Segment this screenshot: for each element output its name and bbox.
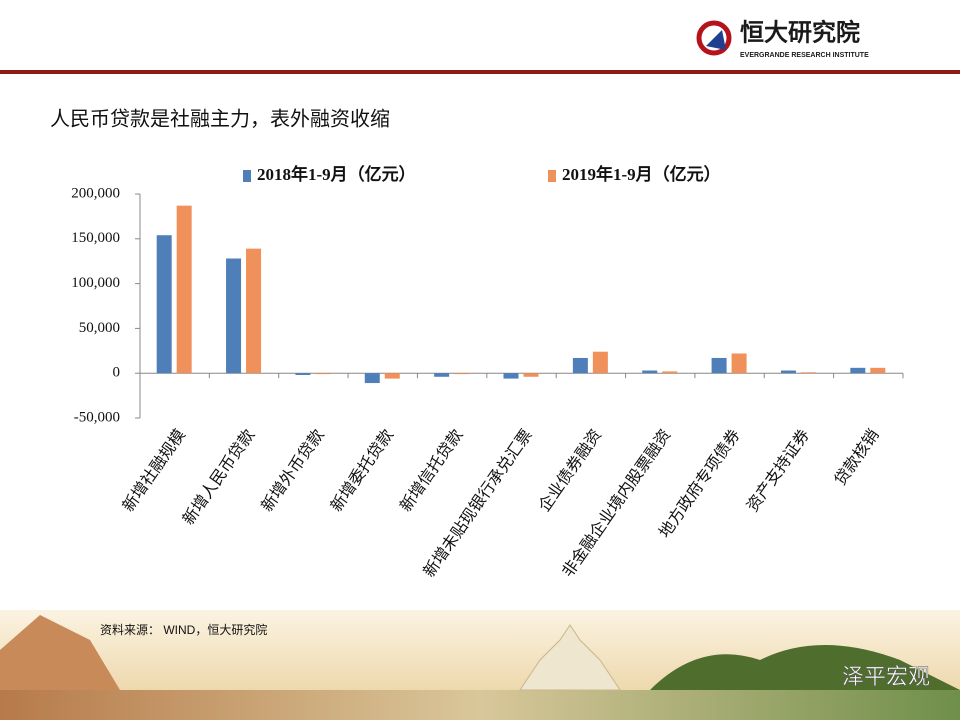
chart: -50,000 0 50,000 100,000 150,000 200,000 2018年… bbox=[71, 164, 904, 581]
y-tick-label: -50,000 bbox=[74, 409, 120, 425]
bar bbox=[295, 373, 311, 375]
logo-icon-part bbox=[706, 30, 726, 50]
x-tick-label: 新增社融规模 bbox=[119, 426, 189, 515]
y-tick-label: 150,000 bbox=[71, 230, 120, 246]
bar bbox=[800, 372, 816, 374]
bar bbox=[384, 373, 400, 379]
bar bbox=[176, 205, 192, 374]
x-tick-label: 资产支持证券 bbox=[743, 426, 813, 515]
bar bbox=[662, 371, 678, 374]
bar bbox=[850, 367, 866, 374]
x-tick-label: 企业债券融资 bbox=[535, 426, 605, 515]
x-tick-label: 新增外币贷款 bbox=[258, 426, 328, 515]
legend-label: 2019年1-9月（亿元） bbox=[562, 164, 721, 184]
bar bbox=[870, 367, 886, 374]
trees bbox=[650, 645, 960, 690]
y-tick-label: 200,000 bbox=[71, 185, 120, 201]
bar bbox=[642, 370, 658, 374]
bar bbox=[711, 357, 727, 374]
legend-label: 2018年1-9月（亿元） bbox=[257, 164, 416, 184]
bar bbox=[156, 235, 172, 374]
footer-ground bbox=[0, 690, 960, 720]
bar bbox=[454, 373, 470, 375]
bar bbox=[592, 351, 608, 374]
bar bbox=[731, 353, 747, 374]
bar bbox=[503, 373, 519, 379]
x-tick-label: 新增信托贷款 bbox=[397, 426, 467, 515]
legend-swatch bbox=[548, 170, 556, 182]
source-note: 资料来源： WIND，恒大研究院 bbox=[100, 622, 267, 637]
bar bbox=[572, 357, 588, 374]
logo: 恒大研究院 EVERGRANDE RESEARCH INSTITUTE bbox=[696, 18, 869, 59]
legend-swatch bbox=[243, 170, 251, 182]
y-tick-label: 100,000 bbox=[71, 275, 120, 291]
watermark: 泽平宏观 bbox=[842, 664, 930, 689]
y-tick-label: 50,000 bbox=[79, 320, 120, 336]
building bbox=[0, 615, 120, 690]
brand: 恒大研究院 bbox=[740, 18, 860, 46]
bar bbox=[226, 258, 242, 374]
logo-icon bbox=[696, 20, 732, 56]
x-tick-label: 新增委托贷款 bbox=[327, 426, 397, 515]
bar bbox=[364, 373, 380, 384]
bar bbox=[523, 373, 539, 377]
capitol bbox=[519, 624, 621, 691]
x-tick-label: 新增人民币贷款 bbox=[179, 426, 258, 528]
y-tick-label: 0 bbox=[113, 365, 121, 381]
bar bbox=[780, 370, 796, 374]
brand-en: EVERGRANDE RESEARCH INSTITUTE bbox=[740, 52, 869, 59]
x-tick-label: 贷款核销 bbox=[831, 426, 882, 489]
bar bbox=[315, 373, 331, 375]
slide-title: 人民币贷款是社融主力，表外融资收缩 bbox=[50, 107, 390, 130]
bar bbox=[246, 248, 262, 374]
header-rule bbox=[0, 70, 960, 74]
bar bbox=[434, 373, 450, 377]
